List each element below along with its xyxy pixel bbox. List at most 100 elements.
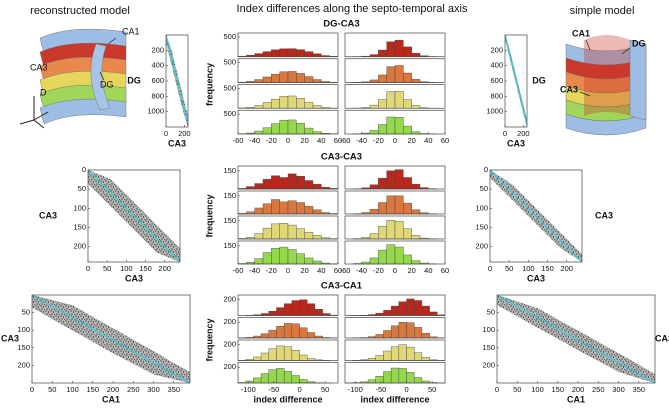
y-tick-label: 200: [223, 340, 236, 349]
bar: [369, 208, 379, 215]
y-tick-label: 150: [223, 216, 236, 225]
bar: [398, 322, 407, 339]
y-tick-label: 1000: [147, 107, 164, 116]
bar: [260, 352, 269, 361]
axis-glyph-label: D: [40, 87, 47, 97]
panel-frame: [237, 317, 339, 339]
bar: [260, 333, 269, 339]
bar: [254, 258, 264, 265]
bar: [279, 223, 289, 240]
x-tick-label: 0: [86, 264, 90, 273]
x-tick-label: 0: [30, 385, 34, 394]
bar: [262, 51, 272, 57]
bar: [383, 371, 392, 384]
bar: [279, 177, 289, 190]
bar: [254, 53, 264, 57]
bar: [386, 170, 396, 190]
bar: [403, 99, 412, 109]
x-tick-label: -40: [356, 266, 367, 275]
bar: [276, 307, 285, 316]
bar: [414, 377, 423, 384]
bar: [279, 48, 289, 57]
bar: [254, 183, 264, 190]
bar: [246, 186, 255, 190]
x-axis-label: index difference: [253, 394, 322, 404]
x-tick-label: 200: [107, 385, 120, 394]
bar: [262, 227, 272, 240]
bar: [296, 49, 305, 57]
bar: [287, 249, 297, 265]
model-label: CA3: [30, 62, 48, 72]
bar: [262, 76, 272, 83]
bar: [411, 183, 421, 190]
y-tick-label: 150: [475, 222, 488, 231]
y-tick-label: 100: [482, 325, 495, 334]
bar: [283, 346, 293, 361]
bar: [271, 98, 280, 109]
bar: [411, 131, 421, 135]
bar: [268, 310, 277, 316]
bar: [276, 368, 285, 384]
bar: [304, 51, 314, 57]
bar: [386, 195, 396, 215]
bar: [421, 305, 430, 316]
bar: [271, 248, 280, 265]
y-tick-label: 150: [482, 343, 495, 352]
bar: [375, 355, 384, 361]
x-tick-label: 350: [633, 385, 646, 394]
bar: [386, 91, 396, 109]
bar: [304, 232, 314, 240]
plot-area: [505, 35, 527, 127]
bar: [299, 327, 308, 339]
bar: [378, 74, 387, 83]
bar: [390, 367, 400, 384]
y-tick-label: 200: [223, 317, 236, 326]
bar: [394, 91, 404, 109]
model-label: CA3: [560, 84, 578, 94]
x-tick-label: 50: [505, 264, 513, 273]
reconstructed-model: [19, 28, 127, 129]
y-axis-label: DG: [127, 75, 141, 85]
panel-frame: [237, 165, 339, 190]
y-tick-label: 500: [223, 58, 236, 67]
y-tick-label: 0: [82, 165, 86, 174]
x-tick-label: -100: [348, 385, 363, 394]
x-tick-label: 150: [541, 264, 554, 273]
bar: [375, 376, 384, 384]
bar: [283, 323, 293, 339]
x-tick-label: 0: [495, 385, 499, 394]
bar: [296, 202, 305, 215]
y-tick-label: 200: [482, 360, 495, 369]
bar: [378, 249, 387, 265]
bar: [312, 131, 322, 135]
x-tick-label: -20: [266, 136, 277, 145]
panel-frame: [237, 215, 339, 240]
panel-frame: [344, 339, 446, 361]
plot-area: [497, 295, 655, 383]
bar: [276, 345, 285, 361]
x-tick-label: 200: [158, 264, 171, 273]
panel-frame: [344, 362, 446, 384]
x-tick-label: -50: [375, 385, 386, 394]
bar: [254, 105, 264, 109]
model-label: DG: [100, 79, 114, 89]
y-tick-label: 150: [223, 241, 236, 250]
bar: [287, 200, 297, 215]
bar: [411, 52, 421, 57]
model-label: DG: [632, 38, 646, 48]
x-axis-label: CA3: [125, 273, 143, 283]
bar: [307, 303, 316, 316]
y-axis-label: frequency: [204, 63, 214, 106]
bar: [262, 102, 272, 109]
bar: [253, 377, 262, 384]
bar: [296, 176, 305, 190]
plot-frame: [489, 169, 583, 263]
bar: [287, 71, 297, 83]
panel-frame: [344, 58, 446, 83]
bar: [406, 372, 415, 384]
plot-frame: [87, 169, 181, 263]
x-tick-label: 200: [517, 129, 530, 138]
x-tick-label: -20: [373, 266, 384, 275]
